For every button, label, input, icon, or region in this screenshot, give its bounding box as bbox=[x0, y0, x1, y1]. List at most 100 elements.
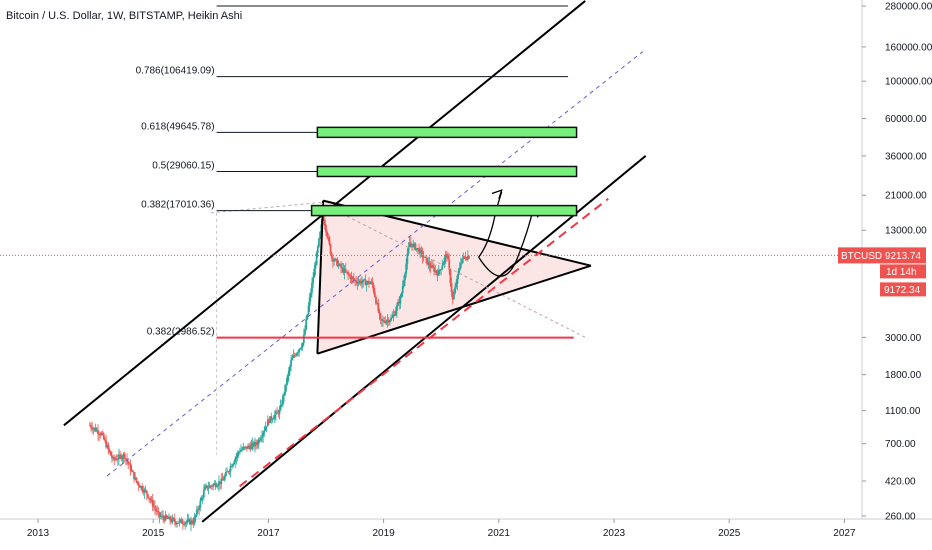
candle-body bbox=[234, 458, 237, 463]
candle-body bbox=[364, 279, 367, 286]
candle-body bbox=[434, 270, 437, 272]
candle-body bbox=[272, 418, 275, 420]
candle-body bbox=[129, 463, 132, 471]
candle-body bbox=[290, 360, 292, 367]
candle-body bbox=[418, 247, 420, 254]
candle-body bbox=[159, 516, 162, 518]
candle-body bbox=[395, 305, 398, 312]
candle-body bbox=[279, 405, 282, 410]
candle-body bbox=[138, 485, 141, 488]
candle-body bbox=[92, 428, 95, 430]
resistance-zone bbox=[316, 165, 578, 178]
candle-body bbox=[105, 440, 108, 448]
secondary-price-tag-label: 9172.34 bbox=[884, 285, 921, 296]
y-axis: 280000.00 160000.00 100000.00 60000.00 36000… bbox=[862, 2, 932, 523]
candle-body bbox=[177, 522, 180, 524]
candle-body bbox=[144, 489, 147, 491]
y-tick-label: 420.00 bbox=[885, 476, 916, 487]
candle-body bbox=[263, 430, 266, 433]
candle-body bbox=[348, 274, 351, 276]
candle-body bbox=[88, 425, 91, 427]
candle-body bbox=[209, 485, 212, 487]
candle-body bbox=[416, 247, 419, 249]
candle-body bbox=[104, 439, 106, 441]
candle-body bbox=[179, 519, 182, 521]
candle-body bbox=[399, 296, 402, 304]
candle-body bbox=[259, 438, 262, 441]
x-tick-label: 2017 bbox=[257, 528, 280, 539]
candle-body bbox=[150, 499, 153, 501]
candle-body bbox=[231, 464, 234, 467]
candle-body bbox=[426, 257, 429, 265]
candle-body bbox=[436, 272, 439, 276]
candle-body bbox=[336, 259, 339, 267]
candle-body bbox=[170, 520, 173, 522]
candle-body bbox=[94, 427, 97, 432]
candle-body bbox=[197, 509, 199, 511]
candle-body bbox=[398, 301, 401, 304]
candle-body bbox=[372, 284, 375, 292]
candle-body bbox=[277, 412, 280, 415]
candle-body bbox=[316, 246, 319, 253]
candle-body bbox=[109, 451, 112, 456]
candle-body bbox=[311, 282, 313, 293]
candle-body bbox=[194, 515, 197, 518]
candle-body bbox=[268, 419, 270, 423]
candle-body bbox=[308, 297, 311, 306]
chart-title: Bitcoin / U.S. Dollar, 1W, BITSTAMP, Hei… bbox=[6, 10, 243, 22]
candle-body bbox=[255, 442, 258, 445]
countdown-tag-bg bbox=[880, 264, 926, 279]
y-tick-label: 260.00 bbox=[885, 512, 916, 523]
candle-body bbox=[158, 512, 161, 517]
candle-body bbox=[113, 457, 116, 460]
candle-body bbox=[318, 238, 320, 247]
candle-body bbox=[269, 416, 272, 423]
candle-body bbox=[257, 439, 260, 445]
candle-body bbox=[254, 442, 256, 447]
candle-body bbox=[384, 321, 387, 323]
x-axis: 2013 2015 2017 2019 2021 2023 2025 2027 bbox=[27, 519, 856, 539]
candle-body bbox=[227, 471, 230, 473]
candle-body bbox=[175, 521, 177, 525]
candle-body bbox=[252, 442, 255, 447]
candles-layer bbox=[88, 214, 470, 531]
candle-body bbox=[115, 459, 118, 460]
candle-body bbox=[354, 279, 356, 281]
candle-body bbox=[101, 433, 104, 434]
fib-level-label: 0.5(29060.15) bbox=[152, 160, 214, 171]
candle-body bbox=[99, 434, 102, 436]
candle-body bbox=[119, 454, 121, 456]
candle-body bbox=[143, 489, 146, 493]
candle-body bbox=[386, 319, 389, 322]
candle-body bbox=[392, 314, 395, 318]
candle-body bbox=[304, 329, 306, 335]
candle-body bbox=[262, 432, 265, 437]
candle-body bbox=[201, 497, 204, 499]
candle-body bbox=[452, 293, 455, 300]
candle-body bbox=[97, 430, 99, 435]
candle-body bbox=[248, 445, 251, 447]
candle-body bbox=[377, 303, 380, 312]
candle-body bbox=[414, 243, 417, 250]
candle-body bbox=[166, 517, 169, 519]
candle-body bbox=[448, 259, 451, 270]
candle-body bbox=[108, 449, 111, 452]
candle-body bbox=[152, 506, 155, 508]
candle-body bbox=[240, 449, 242, 452]
candle-body bbox=[464, 257, 467, 260]
candle-body bbox=[313, 268, 316, 278]
y-tick-label: 160000.00 bbox=[885, 42, 932, 53]
candle-body bbox=[278, 409, 281, 415]
candle-body bbox=[379, 313, 382, 320]
y-tick-label: 3000.00 bbox=[885, 333, 922, 344]
candle-body bbox=[184, 522, 187, 525]
candle-body bbox=[369, 282, 372, 284]
candle-body bbox=[219, 481, 222, 484]
candle-body bbox=[389, 320, 391, 323]
candle-body bbox=[122, 453, 125, 458]
candle-body bbox=[208, 485, 211, 488]
candle-body bbox=[446, 254, 448, 256]
candle-body bbox=[422, 256, 425, 258]
